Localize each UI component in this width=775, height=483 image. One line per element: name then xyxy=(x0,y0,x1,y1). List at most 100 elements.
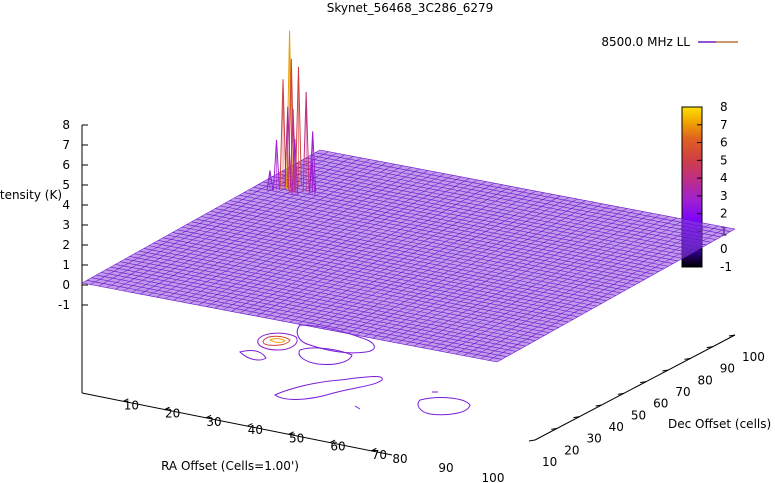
mesh-line-dec xyxy=(297,190,536,325)
mesh-line-ra xyxy=(224,202,640,283)
mesh-line-dec xyxy=(496,228,736,363)
x-tick-label: 40 xyxy=(248,423,263,437)
z-tick-label: 6 xyxy=(62,158,70,172)
colorbar-tick-label: -1 xyxy=(720,260,732,274)
contour-3 xyxy=(298,347,353,365)
mesh-line-dec xyxy=(413,212,653,347)
y-tick-label: 100 xyxy=(742,350,765,364)
y-tick-label: 50 xyxy=(631,408,646,422)
y-tick-label: 40 xyxy=(609,420,624,434)
z-tick-label: 8 xyxy=(62,118,70,132)
y-axis-label: Dec Offset (cells) xyxy=(668,417,771,431)
x-tick-mark xyxy=(247,423,253,427)
x-tick-mark xyxy=(123,398,129,402)
mesh-line-dec xyxy=(372,205,611,339)
mesh-line-ra xyxy=(248,189,664,270)
y-tick-mark xyxy=(706,346,713,349)
mesh-line-ra xyxy=(300,160,717,240)
mesh-line-ra xyxy=(200,216,617,296)
mesh-line-ra xyxy=(305,157,721,238)
mesh-line-ra xyxy=(205,213,621,294)
y-tick-label: 20 xyxy=(564,443,579,457)
mesh-line-dec xyxy=(339,198,578,333)
colorbar-tick-label: 5 xyxy=(720,153,728,167)
mesh-line-ra xyxy=(277,173,693,254)
mesh-line-dec xyxy=(322,195,561,330)
y-tick-mark xyxy=(551,427,558,430)
z-tick-label: 5 xyxy=(62,178,70,192)
x-tick-label: 100 xyxy=(482,471,505,483)
contour-5 xyxy=(417,397,471,416)
legend-label: 8500.0 MHz LL xyxy=(601,35,690,49)
y-tick-mark xyxy=(617,392,624,395)
z-tick-label: 7 xyxy=(62,138,70,152)
mesh-line-ra xyxy=(253,186,669,267)
y-tick-mark xyxy=(662,369,669,372)
contour-peak-mid xyxy=(262,335,291,346)
x-axis: 10 20 30 40 50 60 70 80 90 100 xyxy=(123,398,504,483)
colorbar-tick-label: 6 xyxy=(720,136,728,150)
mesh-line-dec xyxy=(455,220,694,355)
colorbar-tick-label: 4 xyxy=(720,171,728,185)
mesh-line-dec xyxy=(438,217,678,352)
colorbar-tick-label: 7 xyxy=(720,118,728,132)
mesh-line-ra xyxy=(239,194,655,275)
y-tick-label: 70 xyxy=(675,385,690,399)
y-tick-label: 30 xyxy=(586,432,601,446)
z-tick-label: 1 xyxy=(62,258,70,272)
x-tick-mark xyxy=(288,431,294,435)
x-tick-mark xyxy=(205,414,212,419)
mesh-line-dec xyxy=(355,201,595,336)
mesh-line-ra xyxy=(229,200,645,280)
mesh-line-dec xyxy=(388,208,628,342)
mesh-line-ra xyxy=(262,181,678,262)
contour-peak-inner xyxy=(269,338,286,343)
y-axis: 10 20 30 40 50 60 70 80 90 100 xyxy=(528,334,765,469)
mesh-line-dec xyxy=(447,219,686,353)
chart-title: Skynet_56468_3C286_6279 xyxy=(327,1,494,15)
colorbar-tick-label: 2 xyxy=(720,207,728,221)
mesh-line-dec xyxy=(405,211,644,345)
mesh-line-ra xyxy=(234,197,650,278)
z-tick-label: -1 xyxy=(58,298,70,312)
mesh-line-dec xyxy=(314,193,553,328)
y-tick-mark xyxy=(640,381,647,384)
mesh-line-ra xyxy=(272,176,688,256)
z-tick-label: 3 xyxy=(62,218,70,232)
mesh-line-ra xyxy=(315,152,731,232)
mesh-line-dec xyxy=(430,216,669,350)
colorbar-tick-label: 8 xyxy=(720,100,728,114)
z-tick-label: 0 xyxy=(62,278,70,292)
mesh-line-ra xyxy=(210,210,626,291)
x-tick-label: 80 xyxy=(392,452,407,466)
mesh-line-ra xyxy=(296,163,712,243)
y-tick-mark xyxy=(573,416,580,419)
mesh-line-ra xyxy=(215,208,631,288)
y-tick-mark xyxy=(528,439,536,442)
x-tick-label: 60 xyxy=(330,440,345,454)
y-tick-label: 60 xyxy=(653,397,668,411)
mesh-line-dec xyxy=(380,206,619,341)
mesh-line-ra xyxy=(291,165,707,246)
mesh-line-dec xyxy=(397,209,636,344)
surface-peak xyxy=(266,30,317,196)
mesh-line-dec xyxy=(471,223,711,358)
x-tick-mark xyxy=(371,447,377,452)
x-axis-label: RA Offset (Cells=1.00') xyxy=(161,459,299,473)
y-tick-mark xyxy=(595,404,602,407)
x-tick-mark xyxy=(164,406,170,410)
mesh-line-dec xyxy=(364,203,603,337)
mesh-line-ra xyxy=(281,170,697,251)
z-axis-label: Intensity (K) xyxy=(0,188,62,202)
mesh-line-dec xyxy=(330,197,570,331)
mesh-line-dec xyxy=(480,225,719,360)
contour-7 xyxy=(354,405,361,410)
y-tick-label: 80 xyxy=(698,373,713,387)
y-tick-label: 10 xyxy=(542,455,557,469)
mesh-line-ra xyxy=(267,178,683,259)
mesh-line-dec xyxy=(305,192,545,326)
x-tick-label: 50 xyxy=(289,431,304,445)
mesh-line-ra xyxy=(310,155,726,235)
x-tick-label: 90 xyxy=(438,461,453,475)
